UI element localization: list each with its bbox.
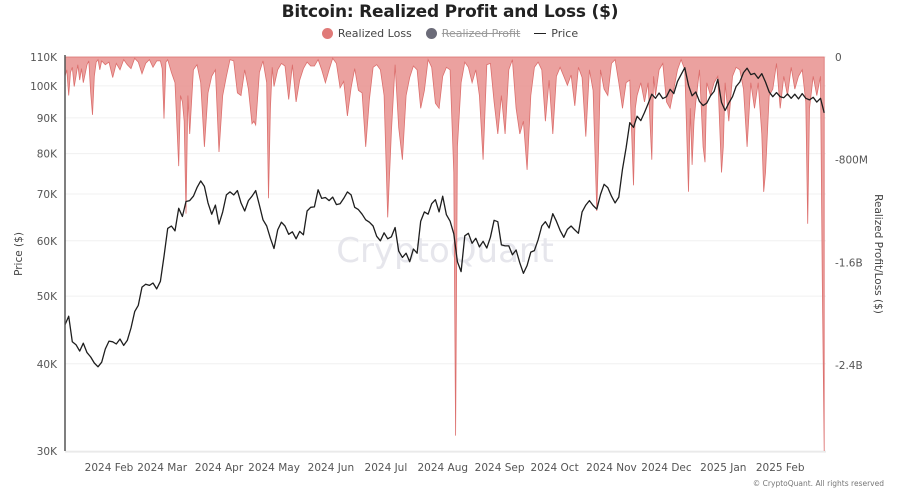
- x-axis-ticks: 2024 Feb 2024 Mar 2024 Apr 2024 May 2024 Jun…: [85, 462, 805, 474]
- x-tick-label: 2025 Feb: [756, 462, 805, 474]
- realized-loss-swatch-icon: [321, 28, 333, 39]
- left-axis-ticks: 110K 100K 90K 80K 70K 60K 50K 40K 30K: [30, 52, 58, 458]
- legend-item-realized-profit[interactable]: Realized Profit: [425, 27, 521, 40]
- left-tick-label: 110K: [30, 52, 58, 64]
- chart-title: Bitcoin: Realized Profit and Loss ($): [281, 2, 619, 22]
- legend-item-price[interactable]: Price: [534, 27, 578, 40]
- x-tick-label: 2024 May: [248, 462, 300, 474]
- watermark: CryptoQuant: [336, 231, 554, 271]
- legend: Realized Loss Realized Profit Price: [0, 27, 900, 40]
- price-line-layer: [64, 67, 825, 368]
- x-tick-label: 2024 Dec: [641, 462, 692, 474]
- right-tick-label: -800M: [835, 155, 868, 167]
- realized-profit-swatch-icon: [425, 28, 437, 39]
- price-line-swatch-icon: [534, 33, 547, 34]
- right-axis-ticks: 0 -800M -1.6B -2.4B: [835, 52, 868, 372]
- left-tick-label: 30K: [37, 446, 58, 458]
- left-tick-label: 80K: [37, 149, 58, 161]
- x-tick-label: 2024 Mar: [137, 462, 188, 474]
- x-tick-label: 2024 Sep: [475, 462, 525, 474]
- copyright-footer: © CryptoQuant. All rights reserved: [752, 479, 884, 488]
- x-tick-label: 2024 Oct: [530, 462, 578, 474]
- legend-label: Realized Loss: [337, 27, 412, 40]
- legend-label: Price: [551, 27, 579, 40]
- legend-item-realized-loss[interactable]: Realized Loss: [321, 27, 412, 40]
- left-tick-label: 50K: [37, 291, 58, 303]
- left-tick-label: 60K: [37, 236, 58, 248]
- price-line: [64, 67, 825, 368]
- x-tick-label: 2024 Jul: [365, 462, 408, 474]
- legend-label: Realized Profit: [441, 27, 521, 40]
- gridlines: [65, 56, 826, 452]
- left-tick-label: 90K: [37, 113, 58, 125]
- left-tick-label: 100K: [30, 81, 58, 93]
- x-tick-label: 2024 Jun: [308, 462, 354, 474]
- realized-loss-area: [64, 56, 825, 452]
- x-tick-label: 2025 Jan: [700, 462, 746, 474]
- x-tick-label: 2024 Nov: [586, 462, 637, 474]
- right-tick-label: 0: [835, 52, 842, 64]
- right-tick-label: -1.6B: [835, 257, 863, 269]
- x-tick-label: 2024 Apr: [195, 462, 244, 474]
- x-tick-label: 2024 Aug: [417, 462, 468, 474]
- left-tick-label: 40K: [37, 359, 58, 371]
- realized-loss-area-layer: [64, 56, 825, 452]
- right-tick-label: -2.4B: [835, 360, 863, 372]
- left-axis-title: Price ($): [13, 232, 25, 276]
- left-tick-label: 70K: [37, 189, 58, 201]
- x-tick-label: 2024 Feb: [85, 462, 134, 474]
- axes: [64, 55, 826, 453]
- right-axis-title: Realized Profit/Loss ($): [872, 194, 884, 314]
